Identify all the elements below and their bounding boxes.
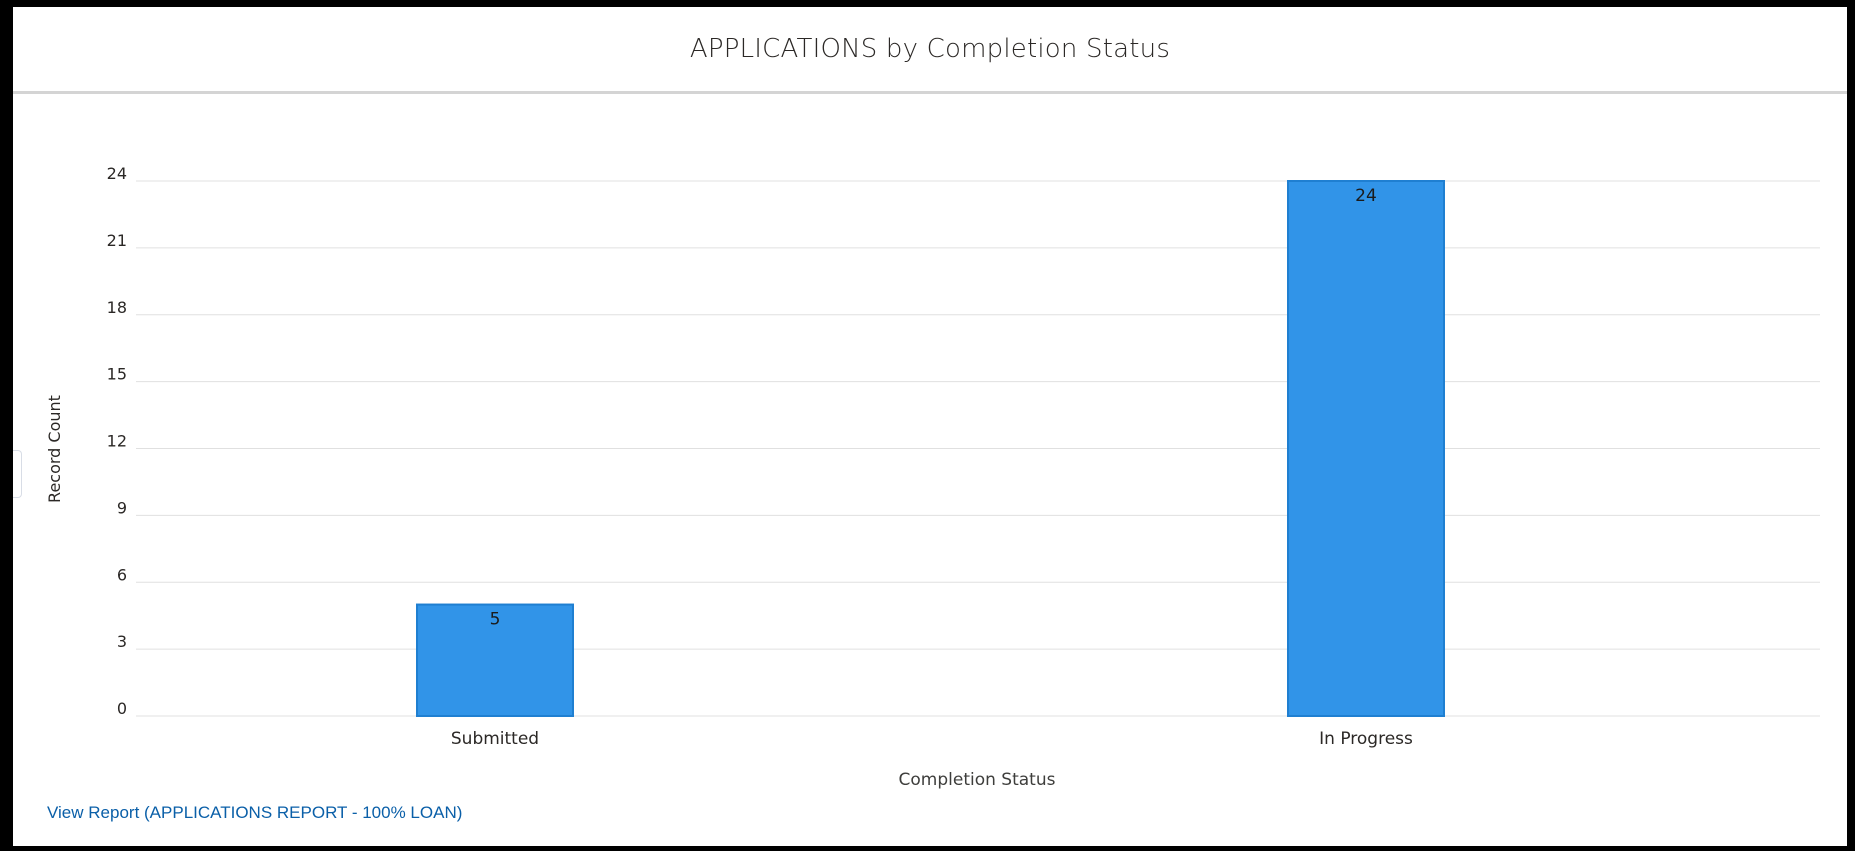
chart-title: APPLICATIONS by Completion Status: [689, 34, 1171, 64]
y-tick-label: 9: [117, 498, 127, 517]
x-tick-label: In Progress: [1319, 729, 1413, 749]
y-tick-label: 24: [107, 164, 127, 183]
y-axis-ticks: 0 3 6 9 12 15 18 21 24: [107, 164, 127, 718]
chart-header: APPLICATIONS by Completion Status: [13, 7, 1847, 94]
side-collapse-handle[interactable]: [13, 450, 22, 498]
x-axis-ticks: Submitted In Progress: [451, 729, 1413, 749]
x-tick-label: Submitted: [451, 729, 539, 749]
y-tick-label: 18: [107, 298, 127, 317]
grid-lines: [136, 180, 1820, 717]
y-tick-label: 21: [107, 231, 127, 250]
view-report-link[interactable]: View Report (APPLICATIONS REPORT - 100% …: [47, 803, 463, 822]
bar-submitted[interactable]: [416, 603, 574, 718]
bar-in-progress[interactable]: [1287, 180, 1445, 717]
data-labels: 5 24: [490, 186, 1377, 630]
data-label: 5: [490, 610, 501, 630]
data-label: 24: [1355, 186, 1377, 206]
y-tick-label: 15: [107, 365, 127, 384]
y-tick-label: 6: [117, 565, 127, 584]
x-axis-label: Completion Status: [899, 770, 1056, 790]
y-tick-label: 12: [107, 432, 127, 451]
y-tick-label: 3: [117, 632, 127, 651]
y-axis-label: Record Count: [45, 395, 64, 503]
y-tick-label: 0: [117, 699, 127, 718]
bars: [416, 180, 1445, 718]
